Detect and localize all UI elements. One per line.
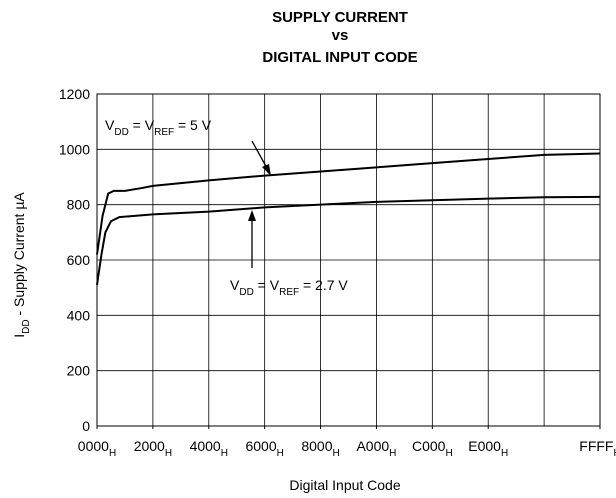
y-tick-label: 0 bbox=[82, 418, 90, 434]
subscript: REF bbox=[154, 127, 174, 138]
chart-title: DIGITAL INPUT CODE bbox=[262, 49, 417, 66]
annotation-arrow bbox=[251, 140, 269, 171]
y-tick-label: 1000 bbox=[59, 141, 90, 157]
tick-text: C000 bbox=[412, 438, 446, 454]
x-tick-label: 6000H bbox=[245, 438, 283, 459]
text-part: = 5 V bbox=[174, 117, 212, 133]
subscript: DD bbox=[239, 287, 253, 298]
x-tick-label: E000H bbox=[468, 438, 508, 459]
text-part: - Supply Current µA bbox=[11, 192, 27, 320]
series-line bbox=[96, 195, 601, 286]
text-part: = 2.7 V bbox=[299, 277, 348, 293]
x-tick-label: C000H bbox=[412, 438, 453, 459]
subscript: H bbox=[165, 448, 172, 459]
x-tick-label: 0000H bbox=[78, 438, 116, 459]
tick-text: 2000 bbox=[134, 438, 165, 454]
series-annotation: VDD = VREF = 2.7 V bbox=[230, 277, 348, 298]
tick-text: 8000 bbox=[301, 438, 332, 454]
arrow-head bbox=[262, 164, 271, 176]
subscript: DD bbox=[21, 319, 32, 333]
series-annotation: VDD = VREF = 5 V bbox=[105, 117, 212, 138]
tick-text: FFFF bbox=[579, 438, 613, 454]
y-tick-label: 200 bbox=[67, 363, 91, 379]
text-part: V bbox=[230, 277, 240, 293]
subscript: H bbox=[109, 448, 116, 459]
x-tick-label: A000H bbox=[356, 438, 396, 459]
tick-text: 0000 bbox=[78, 438, 109, 454]
tick-text: A000 bbox=[356, 438, 389, 454]
subscript: H bbox=[613, 448, 616, 459]
arrow-head bbox=[248, 210, 256, 221]
x-tick-label: 4000H bbox=[190, 438, 228, 459]
subscript: H bbox=[277, 448, 284, 459]
text-part: I bbox=[11, 334, 27, 338]
y-axis-label: IDD - Supply Current µA bbox=[11, 192, 32, 338]
text-part: V bbox=[105, 117, 115, 133]
chart-title: SUPPLY CURRENT bbox=[272, 9, 408, 26]
y-tick-label: 1200 bbox=[59, 86, 90, 102]
subscript: DD bbox=[114, 127, 128, 138]
subscript: H bbox=[501, 448, 508, 459]
subscript: REF bbox=[279, 287, 299, 298]
subscript: H bbox=[389, 448, 396, 459]
y-tick-label: 600 bbox=[67, 252, 91, 268]
text-part: = V bbox=[129, 117, 155, 133]
plot-frame bbox=[96, 93, 601, 427]
chart-title: vs bbox=[332, 27, 349, 44]
subscript: H bbox=[445, 448, 452, 459]
y-tick-label: 400 bbox=[67, 307, 91, 323]
x-tick-label: 8000H bbox=[301, 438, 339, 459]
x-tick-label: 2000H bbox=[134, 438, 172, 459]
tick-text: 6000 bbox=[245, 438, 276, 454]
text-part: = V bbox=[254, 277, 280, 293]
subscript: H bbox=[221, 448, 228, 459]
x-tick-label: FFFFH bbox=[579, 438, 616, 459]
y-tick-label: 800 bbox=[67, 197, 91, 213]
tick-text: E000 bbox=[468, 438, 501, 454]
tick-text: 4000 bbox=[190, 438, 221, 454]
series-line bbox=[96, 152, 601, 255]
x-axis-label: Digital Input Code bbox=[289, 477, 401, 493]
subscript: H bbox=[333, 448, 340, 459]
